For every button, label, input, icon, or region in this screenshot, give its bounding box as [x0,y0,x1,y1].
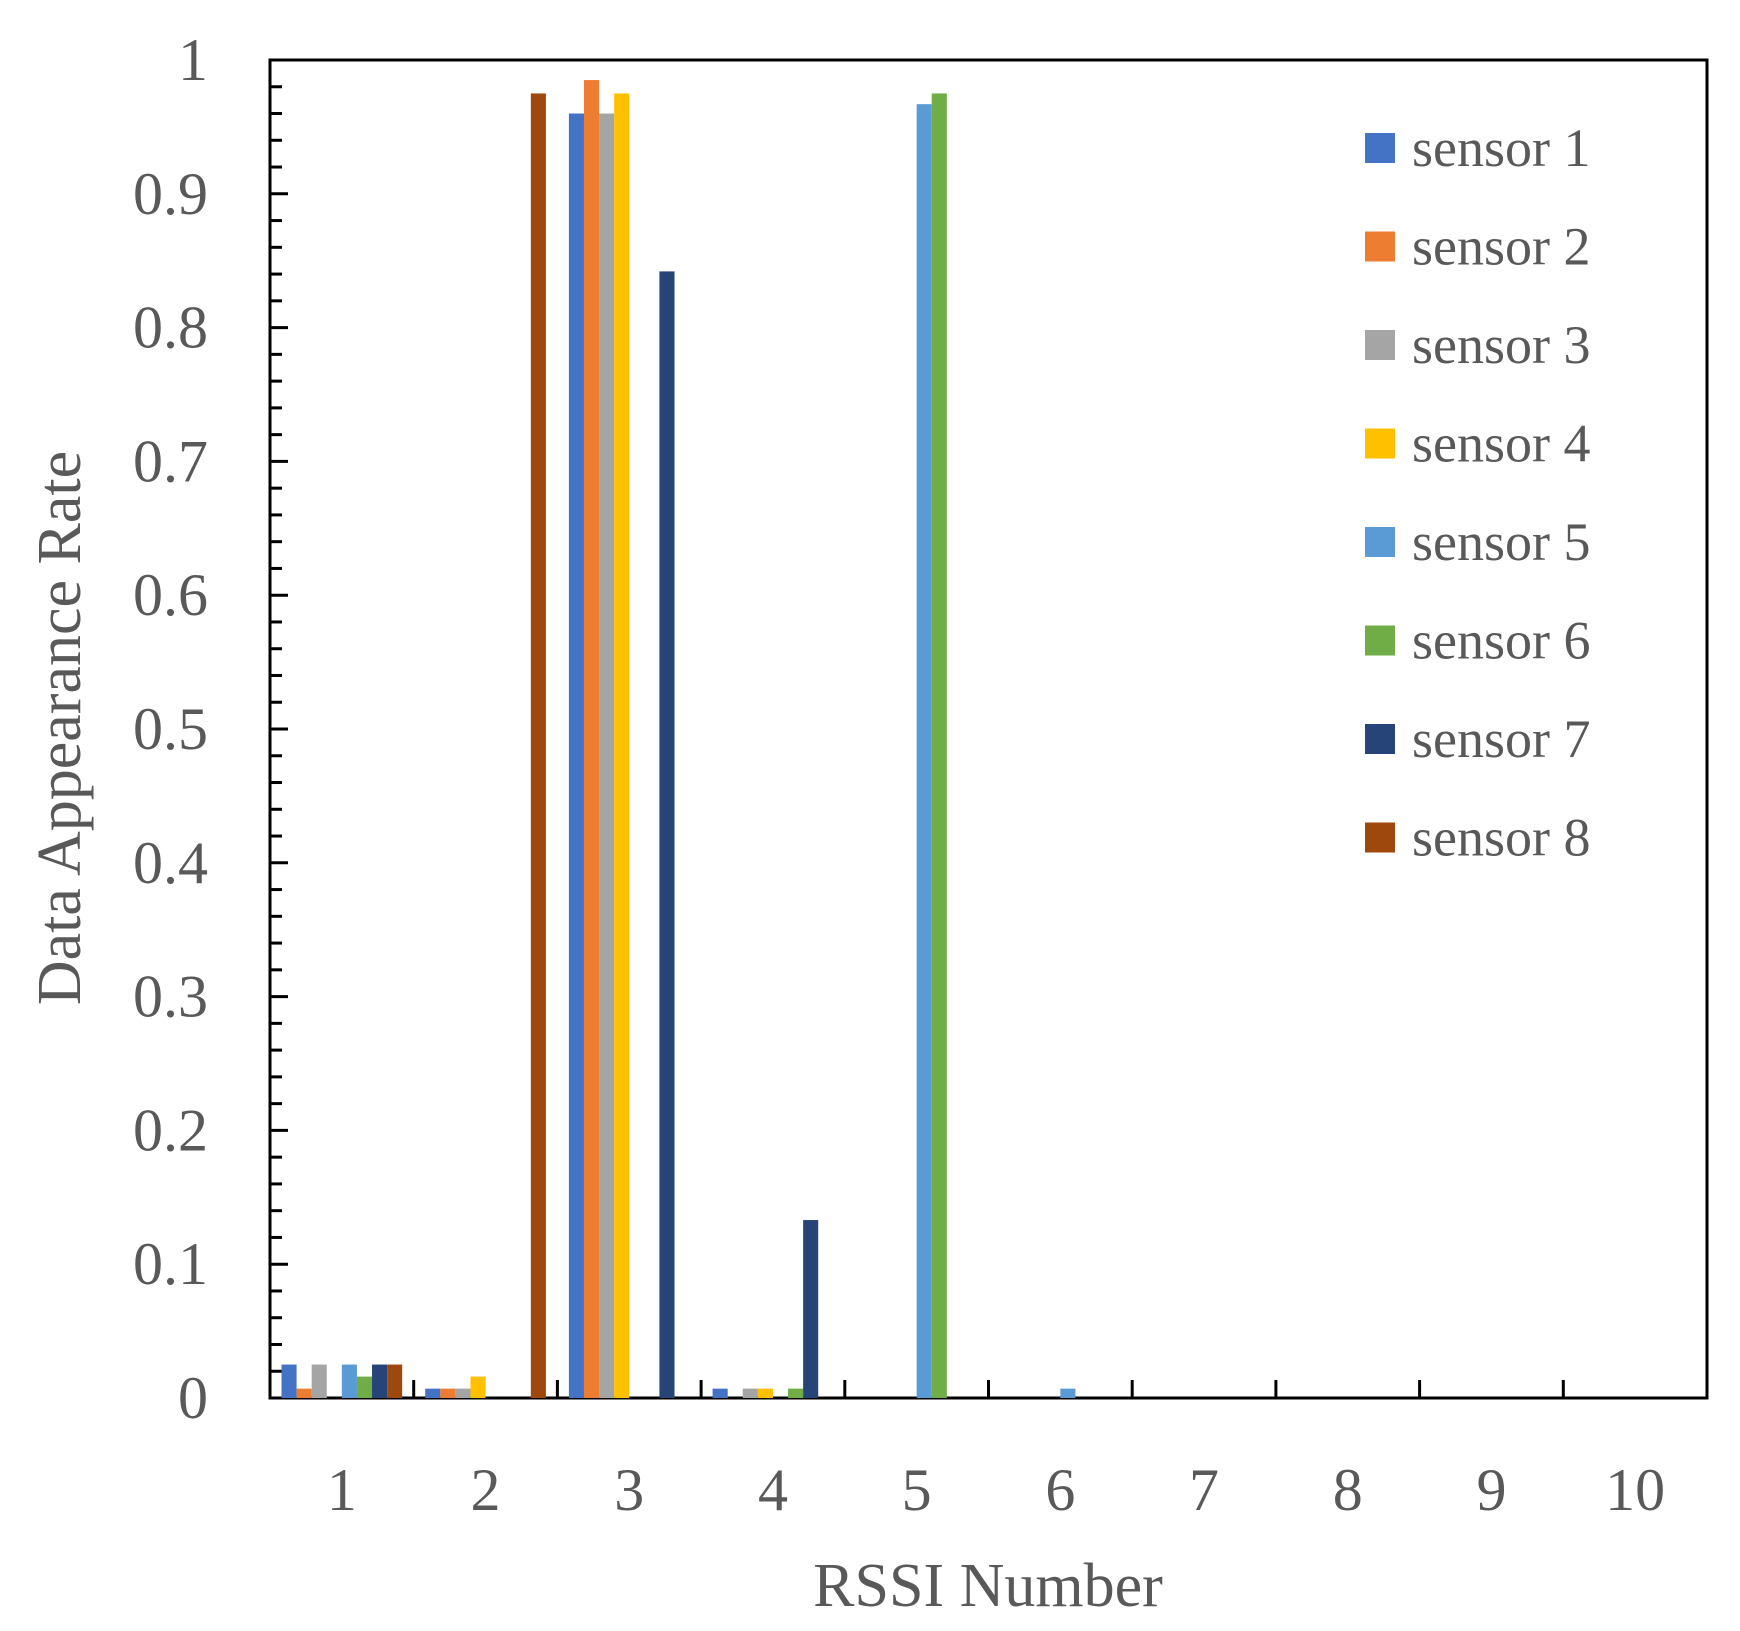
legend-swatch [1365,231,1395,262]
y-tick-label: 1 [178,27,208,93]
y-tick-label: 0.5 [133,696,208,762]
bar-sensor-1 [568,113,584,1398]
y-tick-label: 0.3 [133,964,208,1030]
bar-sensor-8 [387,1364,403,1398]
legend-label: sensor 4 [1412,414,1590,474]
bar-sensor-4 [470,1376,486,1398]
x-tick-label: 1 [327,1457,357,1523]
legend-swatch [1365,428,1395,459]
legend-label: sensor 8 [1412,808,1590,868]
x-tick-label: 2 [471,1457,501,1523]
y-tick-label: 0.6 [133,562,208,628]
x-axis-title: RSSI Number [813,1552,1163,1620]
x-tick-label: 9 [1476,1457,1506,1523]
bar-sensor-1 [712,1388,728,1398]
legend-swatch [1365,133,1395,163]
y-axis-title: Data Appearance Rate [26,451,94,1005]
bar-sensor-7 [372,1364,388,1398]
bar-sensor-1 [281,1364,297,1398]
y-tick-label: 0.4 [133,830,208,896]
bar-sensor-6 [931,93,947,1399]
y-tick-label: 0 [178,1365,208,1431]
bar-sensor-3 [455,1388,471,1398]
y-tick-label: 0.8 [133,295,208,361]
bar-sensor-6 [356,1376,373,1398]
bar-sensor-2 [440,1388,456,1398]
legend-swatch [1365,527,1395,557]
legend-swatch [1365,625,1395,656]
x-axis-ticks: 1 2 3 4 5 6 7 8 9 10 [327,1380,1665,1523]
bar-sensor-2 [583,80,600,1399]
bar-sensor-2 [296,1388,312,1398]
bar-sensor-4 [757,1388,773,1398]
legend-label: sensor 1 [1412,118,1590,178]
x-tick-label: 10 [1605,1457,1665,1523]
bar-sensor-7 [659,271,675,1398]
legend-swatch [1365,724,1395,754]
legend-swatch [1365,330,1395,360]
bar-sensor-6 [788,1388,804,1398]
bars [281,80,1076,1399]
legend-label: sensor 6 [1412,611,1590,671]
bar-sensor-7 [803,1220,819,1398]
y-tick-label: 0.1 [133,1231,208,1297]
y-axis-ticks: 0 0.1 0.2 0.3 0.4 0.5 0.6 0.7 0.8 0.9 1 [133,27,288,1431]
x-tick-label: 8 [1333,1457,1363,1523]
legend-label: sensor 7 [1412,709,1590,769]
x-tick-label: 4 [758,1457,788,1523]
legend-label: sensor 3 [1412,315,1590,375]
bar-sensor-3 [311,1364,327,1398]
bar-sensor-3 [599,113,615,1398]
x-tick-label: 3 [614,1457,644,1523]
legend-swatch [1365,822,1395,853]
legend-label: sensor 5 [1412,512,1590,572]
x-tick-label: 6 [1045,1457,1075,1523]
bar-sensor-3 [742,1388,758,1398]
bar-sensor-5 [916,104,932,1398]
bar-sensor-5 [341,1364,357,1398]
y-tick-label: 0.9 [133,161,208,227]
legend: sensor 1 sensor 2 sensor 3 sensor 4 sensor 5… [1365,118,1590,868]
x-tick-label: 5 [902,1457,932,1523]
bar-sensor-8 [530,93,546,1399]
x-tick-label: 7 [1189,1457,1219,1523]
y-tick-label: 0.7 [133,428,208,494]
legend-label: sensor 2 [1412,217,1590,277]
bar-sensor-5 [1060,1388,1076,1398]
y-tick-label: 0.2 [133,1097,208,1163]
bar-sensor-4 [614,93,630,1399]
bar-sensor-1 [425,1388,441,1398]
